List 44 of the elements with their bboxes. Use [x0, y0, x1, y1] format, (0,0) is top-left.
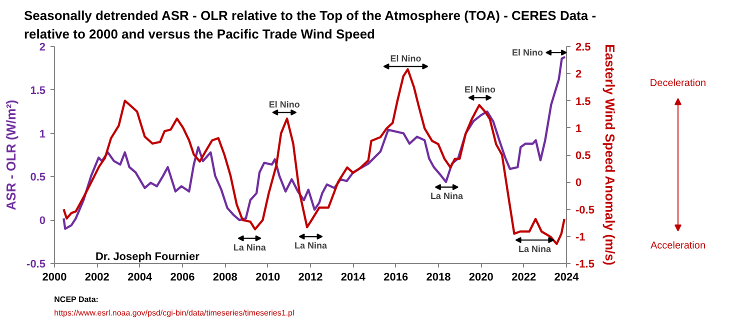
- x-tick-label: 2008: [212, 272, 238, 284]
- x-tick-label: 2020: [468, 272, 494, 284]
- text: NCEP Data:: [54, 294, 98, 304]
- text: Deceleration: [650, 78, 706, 89]
- y2-tick-label: -1.5: [576, 258, 594, 270]
- x-tick-label: 2014: [340, 272, 366, 284]
- x-tick-label: 2018: [426, 272, 451, 284]
- y-tick-label: 1.5: [30, 84, 46, 97]
- text: Acceleration: [650, 240, 706, 252]
- annotation: El Nino: [464, 84, 496, 95]
- x-tick-label: 2010: [256, 272, 280, 284]
- y-axis-title: ASR - OLR (W/m²): [4, 100, 19, 210]
- y2-tick-label: -1: [576, 231, 586, 244]
- annotation: El Nino: [512, 48, 544, 58]
- y2-axis-title: Easterly Wind Speed Anomaly (m/s): [602, 44, 618, 266]
- annotation: El Nino: [268, 99, 300, 110]
- x-tick-label: 2024: [554, 272, 580, 284]
- y-tick-label: 0: [39, 215, 46, 228]
- y2-tick-label: 0.5: [576, 150, 591, 162]
- y2-tick-label: 0: [576, 177, 582, 190]
- y2-tick-label: 1: [576, 122, 582, 135]
- y-tick-label: -0.5: [26, 258, 46, 270]
- text: https://www.esrl.noaa.gov/psd/cgi-bin/data/timeseries/timeseries1.pl: [54, 308, 294, 318]
- x-tick-label: 2006: [170, 272, 195, 284]
- x-tick-label: 2002: [84, 272, 110, 284]
- y2-tick-label: -0.5: [576, 204, 594, 216]
- y-tick-label: 1: [39, 128, 46, 140]
- y2-tick-label: 2.5: [576, 42, 591, 54]
- annotation: La Nina: [518, 244, 552, 254]
- y-tick-label: 2: [39, 42, 46, 54]
- annotation: El Nino: [390, 53, 422, 64]
- annotation: La Nina: [294, 240, 328, 251]
- y2-tick-label: 2: [576, 68, 582, 81]
- x-tick-label: 2012: [298, 272, 323, 284]
- y2-tick-label: 1.5: [576, 96, 591, 108]
- annotation: La Nina: [233, 242, 267, 252]
- y-tick-label: 0.5: [30, 172, 46, 184]
- x-tick-label: 2000: [42, 272, 67, 284]
- x-tick-label: 2004: [128, 272, 153, 284]
- annotation: La Nina: [430, 191, 464, 202]
- chart-title: Seasonally detrended ASR - OLR relative to the Top of the Atmosphere (TOA) - CERES Data - relative to 2000 and versus the Pacific Trade Wind Speed: [24, 8, 596, 42]
- annotation: Dr. Joseph Fournier: [95, 250, 200, 263]
- x-tick-label: 2016: [384, 272, 408, 284]
- x-tick-label: 2022: [512, 272, 536, 284]
